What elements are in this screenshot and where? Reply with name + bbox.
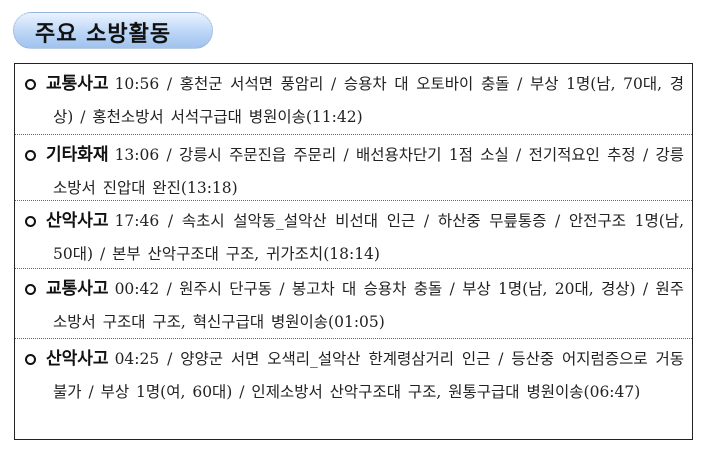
circle-bullet-icon	[25, 216, 36, 227]
list-item: 교통사고 00:42 / 원주시 단구동 / 봉고차 대 승용차 충돌 / 부상 …	[15, 269, 692, 339]
item-text: 04:25 / 양양군 서면 오색리_설악산 한계령삼거리 인근 / 등산중 어…	[53, 350, 684, 401]
item-category: 산악사고	[46, 349, 109, 369]
list-item: 산악사고 04:25 / 양양군 서면 오색리_설악산 한계령삼거리 인근 / 등…	[15, 339, 692, 439]
item-text: 00:42 / 원주시 단구동 / 봉고차 대 승용차 충돌 / 부상 1명(남…	[53, 280, 684, 331]
section-title-badge	[13, 12, 213, 49]
item-text: 17:46 / 속초시 설악동_설악산 비선대 인근 / 하산중 무릎통증 / …	[53, 212, 684, 263]
item-category: 기타화재	[46, 145, 109, 165]
section-title: 주요 소방활동	[35, 22, 172, 47]
circle-bullet-icon	[25, 79, 36, 90]
item-category: 교통사고	[46, 279, 109, 299]
list-item: 교통사고 10:56 / 홍천군 서석면 풍암리 / 승용차 대 오토바이 충돌 …	[15, 64, 692, 135]
item-text: 10:56 / 홍천군 서석면 풍암리 / 승용차 대 오토바이 충돌 / 부상…	[53, 75, 684, 126]
circle-bullet-icon	[25, 150, 36, 161]
item-category: 산악사고	[46, 211, 109, 231]
activity-list: 교통사고 10:56 / 홍천군 서석면 풍암리 / 승용차 대 오토바이 충돌 …	[14, 63, 693, 440]
list-item: 산악사고 17:46 / 속초시 설악동_설악산 비선대 인근 / 하산중 무릎통…	[15, 201, 692, 269]
item-category: 교통사고	[46, 74, 109, 94]
item-text: 13:06 / 강릉시 주문진읍 주문리 / 배선용차단기 1점 소실 / 전기…	[53, 146, 684, 197]
circle-bullet-icon	[25, 354, 36, 365]
list-item: 기타화재 13:06 / 강릉시 주문진읍 주문리 / 배선용차단기 1점 소실 …	[15, 135, 692, 201]
circle-bullet-icon	[25, 284, 36, 295]
